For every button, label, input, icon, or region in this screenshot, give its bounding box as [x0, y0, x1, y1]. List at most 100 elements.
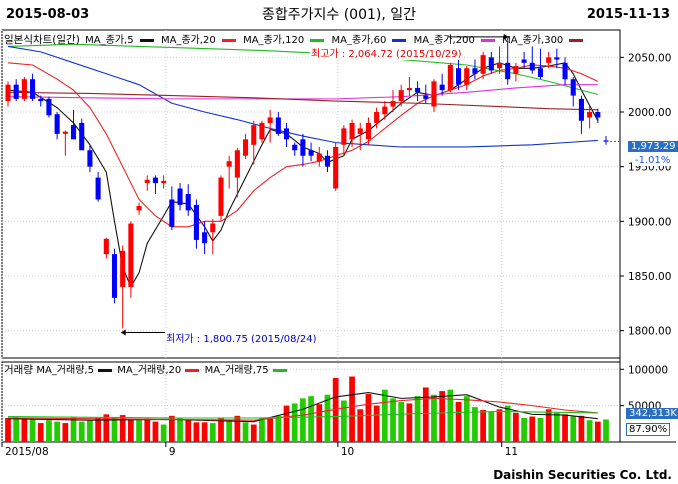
- candle-body: [95, 177, 101, 200]
- ma-line-4: [7, 84, 598, 100]
- candle: [251, 120, 257, 165]
- candle: [267, 109, 273, 143]
- legend-vol-ma20: MA_거래량,20: [117, 364, 201, 376]
- ma-line-0: [7, 62, 599, 289]
- candle: [136, 202, 142, 215]
- candle: [529, 46, 535, 74]
- legend-vol-ma5: MA_거래량,5: [36, 364, 114, 376]
- volume-bar: [259, 418, 265, 442]
- volume-bar: [529, 416, 536, 442]
- volume-bar: [594, 421, 601, 442]
- candle: [300, 133, 306, 167]
- volume-bar: [78, 421, 85, 442]
- candle: [87, 145, 93, 173]
- candle-body: [382, 106, 388, 115]
- volume-bar: [332, 378, 339, 442]
- candle-body: [234, 150, 240, 178]
- volume-bar: [177, 418, 183, 442]
- candle: [128, 221, 134, 298]
- volume-bar: [128, 419, 134, 442]
- volume-bar: [62, 423, 69, 442]
- candle-body: [251, 125, 257, 145]
- start-date: 2015-08-03: [6, 7, 90, 22]
- candle-body: [136, 206, 142, 211]
- legend-ma120: MA_종가,120: [243, 34, 326, 46]
- volume-bar: [300, 398, 306, 442]
- volume-bar: [488, 411, 495, 442]
- volume-bar: [496, 409, 503, 442]
- volume-ma-line-1: [7, 397, 598, 421]
- volume-bar: [267, 418, 274, 442]
- volume-bar: [553, 412, 560, 442]
- candle-body: [390, 101, 396, 107]
- volume-bar: [316, 404, 323, 442]
- legend-ma5: MA_종가,5: [85, 34, 155, 46]
- candle: [161, 175, 167, 189]
- low-annotation: 최저가 : 1,800.75 (2015/08/24): [165, 330, 318, 345]
- volume-bar: [87, 420, 93, 442]
- volume-bar: [144, 418, 151, 442]
- candle: [13, 79, 19, 102]
- volume-bar: [357, 409, 364, 442]
- candle: [513, 62, 519, 82]
- candle: [259, 120, 265, 143]
- volume-bar: [37, 423, 44, 442]
- low-arrow-head: [120, 329, 126, 336]
- candle: [5, 81, 11, 107]
- change-pct-label: -1.01%: [634, 155, 672, 166]
- last-price-label: 1,973.29: [628, 141, 678, 152]
- candle-body: [472, 68, 478, 74]
- x-tick-label: 11: [505, 446, 518, 458]
- candle: [505, 40, 511, 85]
- volume-bar: [390, 398, 396, 442]
- candle: [30, 73, 36, 102]
- candle-body: [496, 62, 503, 69]
- volume-bar: [168, 415, 175, 442]
- candle: [423, 84, 429, 104]
- candle-body: [587, 112, 593, 118]
- volume-pct-label: 87.90%: [626, 423, 671, 436]
- volume-bar: [218, 418, 224, 442]
- candle: [406, 77, 412, 96]
- candle-body: [406, 87, 412, 91]
- candle-body: [456, 68, 462, 85]
- volume-bar: [5, 418, 11, 442]
- candle-body: [267, 117, 273, 123]
- candle-body: [161, 180, 167, 184]
- candle-body: [30, 79, 36, 99]
- legend-vol-ma75: MA_거래량,75: [205, 364, 289, 376]
- candle-body: [554, 57, 560, 60]
- candle: [111, 248, 118, 304]
- candle: [603, 136, 609, 145]
- candle-body: [38, 98, 44, 102]
- legend-ma200: MA_종가,200: [414, 34, 497, 46]
- candle-body: [300, 139, 306, 156]
- candle-body: [415, 87, 421, 93]
- candle-body: [87, 150, 93, 167]
- candle: [546, 51, 552, 69]
- candle: [308, 142, 314, 162]
- volume-bar: [472, 407, 478, 442]
- volume-bar: [545, 409, 552, 442]
- candle-body: [185, 194, 191, 211]
- candle: [292, 142, 298, 156]
- candle: [152, 175, 158, 194]
- candle-body: [128, 223, 134, 287]
- volume-bar: [463, 396, 470, 442]
- ma-line-5: [7, 91, 598, 111]
- volume-bar: [13, 417, 20, 442]
- volume-bar: [381, 389, 388, 442]
- candle: [374, 107, 380, 129]
- legend-ma300: MA_종가,300: [502, 34, 585, 46]
- candle-body: [202, 232, 208, 244]
- candle-body: [177, 188, 183, 205]
- volume-bar: [193, 422, 200, 442]
- candle-body: [103, 238, 109, 255]
- candle-body: [218, 177, 224, 216]
- candle: [357, 122, 363, 151]
- candle: [79, 118, 85, 151]
- volume-ma-line-2: [7, 410, 598, 419]
- candle-body: [578, 98, 584, 121]
- ma-line-3: [7, 45, 598, 148]
